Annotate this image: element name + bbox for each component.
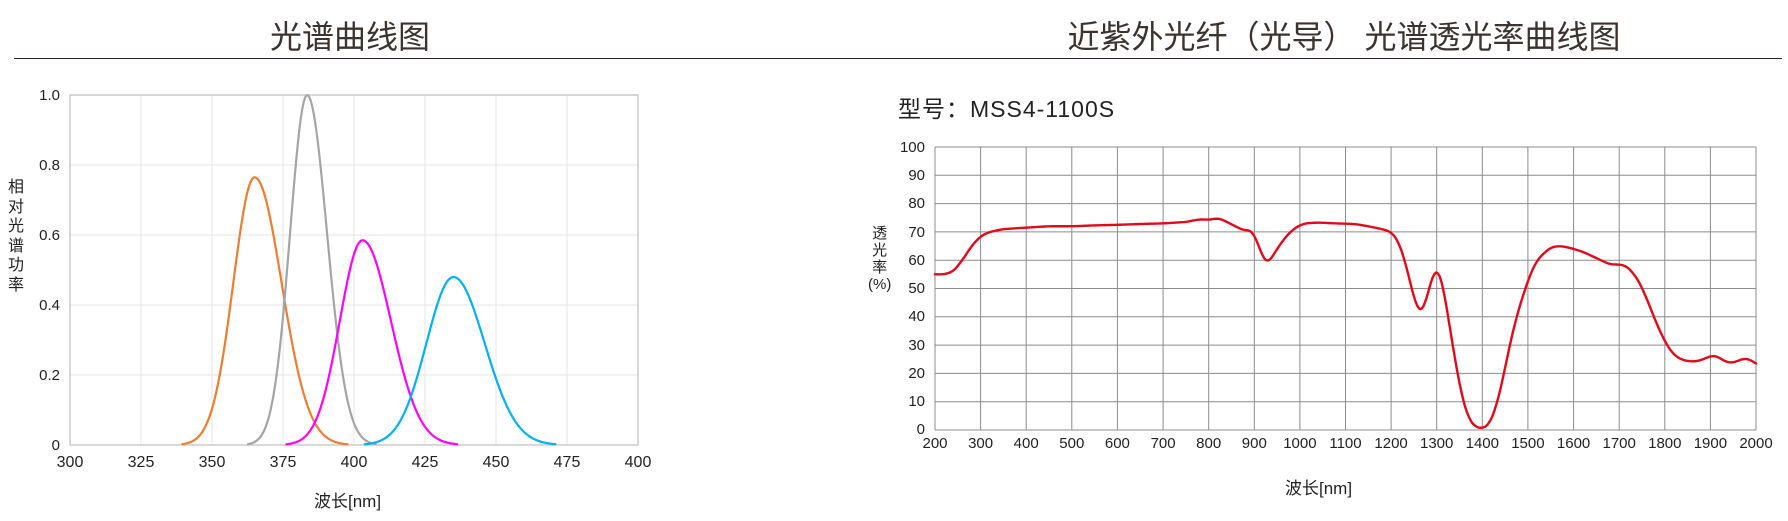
svg-text:30: 30	[908, 337, 925, 354]
svg-text:1400: 1400	[1466, 435, 1499, 452]
svg-text:800: 800	[1196, 435, 1221, 452]
svg-text:1800: 1800	[1648, 435, 1681, 452]
svg-text:40: 40	[908, 308, 925, 325]
svg-text:1700: 1700	[1603, 435, 1636, 452]
svg-text:80: 80	[908, 195, 925, 212]
svg-text:1300: 1300	[1420, 435, 1453, 452]
svg-text:70: 70	[908, 224, 925, 241]
svg-text:500: 500	[1059, 435, 1084, 452]
svg-text:1500: 1500	[1511, 435, 1544, 452]
svg-text:1000: 1000	[1283, 435, 1316, 452]
svg-text:300: 300	[968, 435, 993, 452]
svg-text:1100: 1100	[1329, 435, 1361, 452]
svg-text:900: 900	[1242, 435, 1267, 452]
svg-text:100: 100	[900, 139, 925, 156]
svg-text:1200: 1200	[1374, 435, 1407, 452]
svg-text:60: 60	[908, 252, 925, 269]
svg-text:700: 700	[1151, 435, 1176, 452]
svg-text:50: 50	[908, 280, 925, 297]
svg-text:1900: 1900	[1694, 435, 1727, 452]
svg-text:200: 200	[922, 435, 947, 452]
svg-text:90: 90	[908, 167, 925, 184]
svg-text:2000: 2000	[1739, 435, 1772, 452]
svg-text:20: 20	[908, 365, 925, 382]
svg-text:1600: 1600	[1557, 435, 1590, 452]
svg-text:400: 400	[1014, 435, 1039, 452]
svg-text:10: 10	[908, 393, 925, 410]
svg-text:600: 600	[1105, 435, 1130, 452]
